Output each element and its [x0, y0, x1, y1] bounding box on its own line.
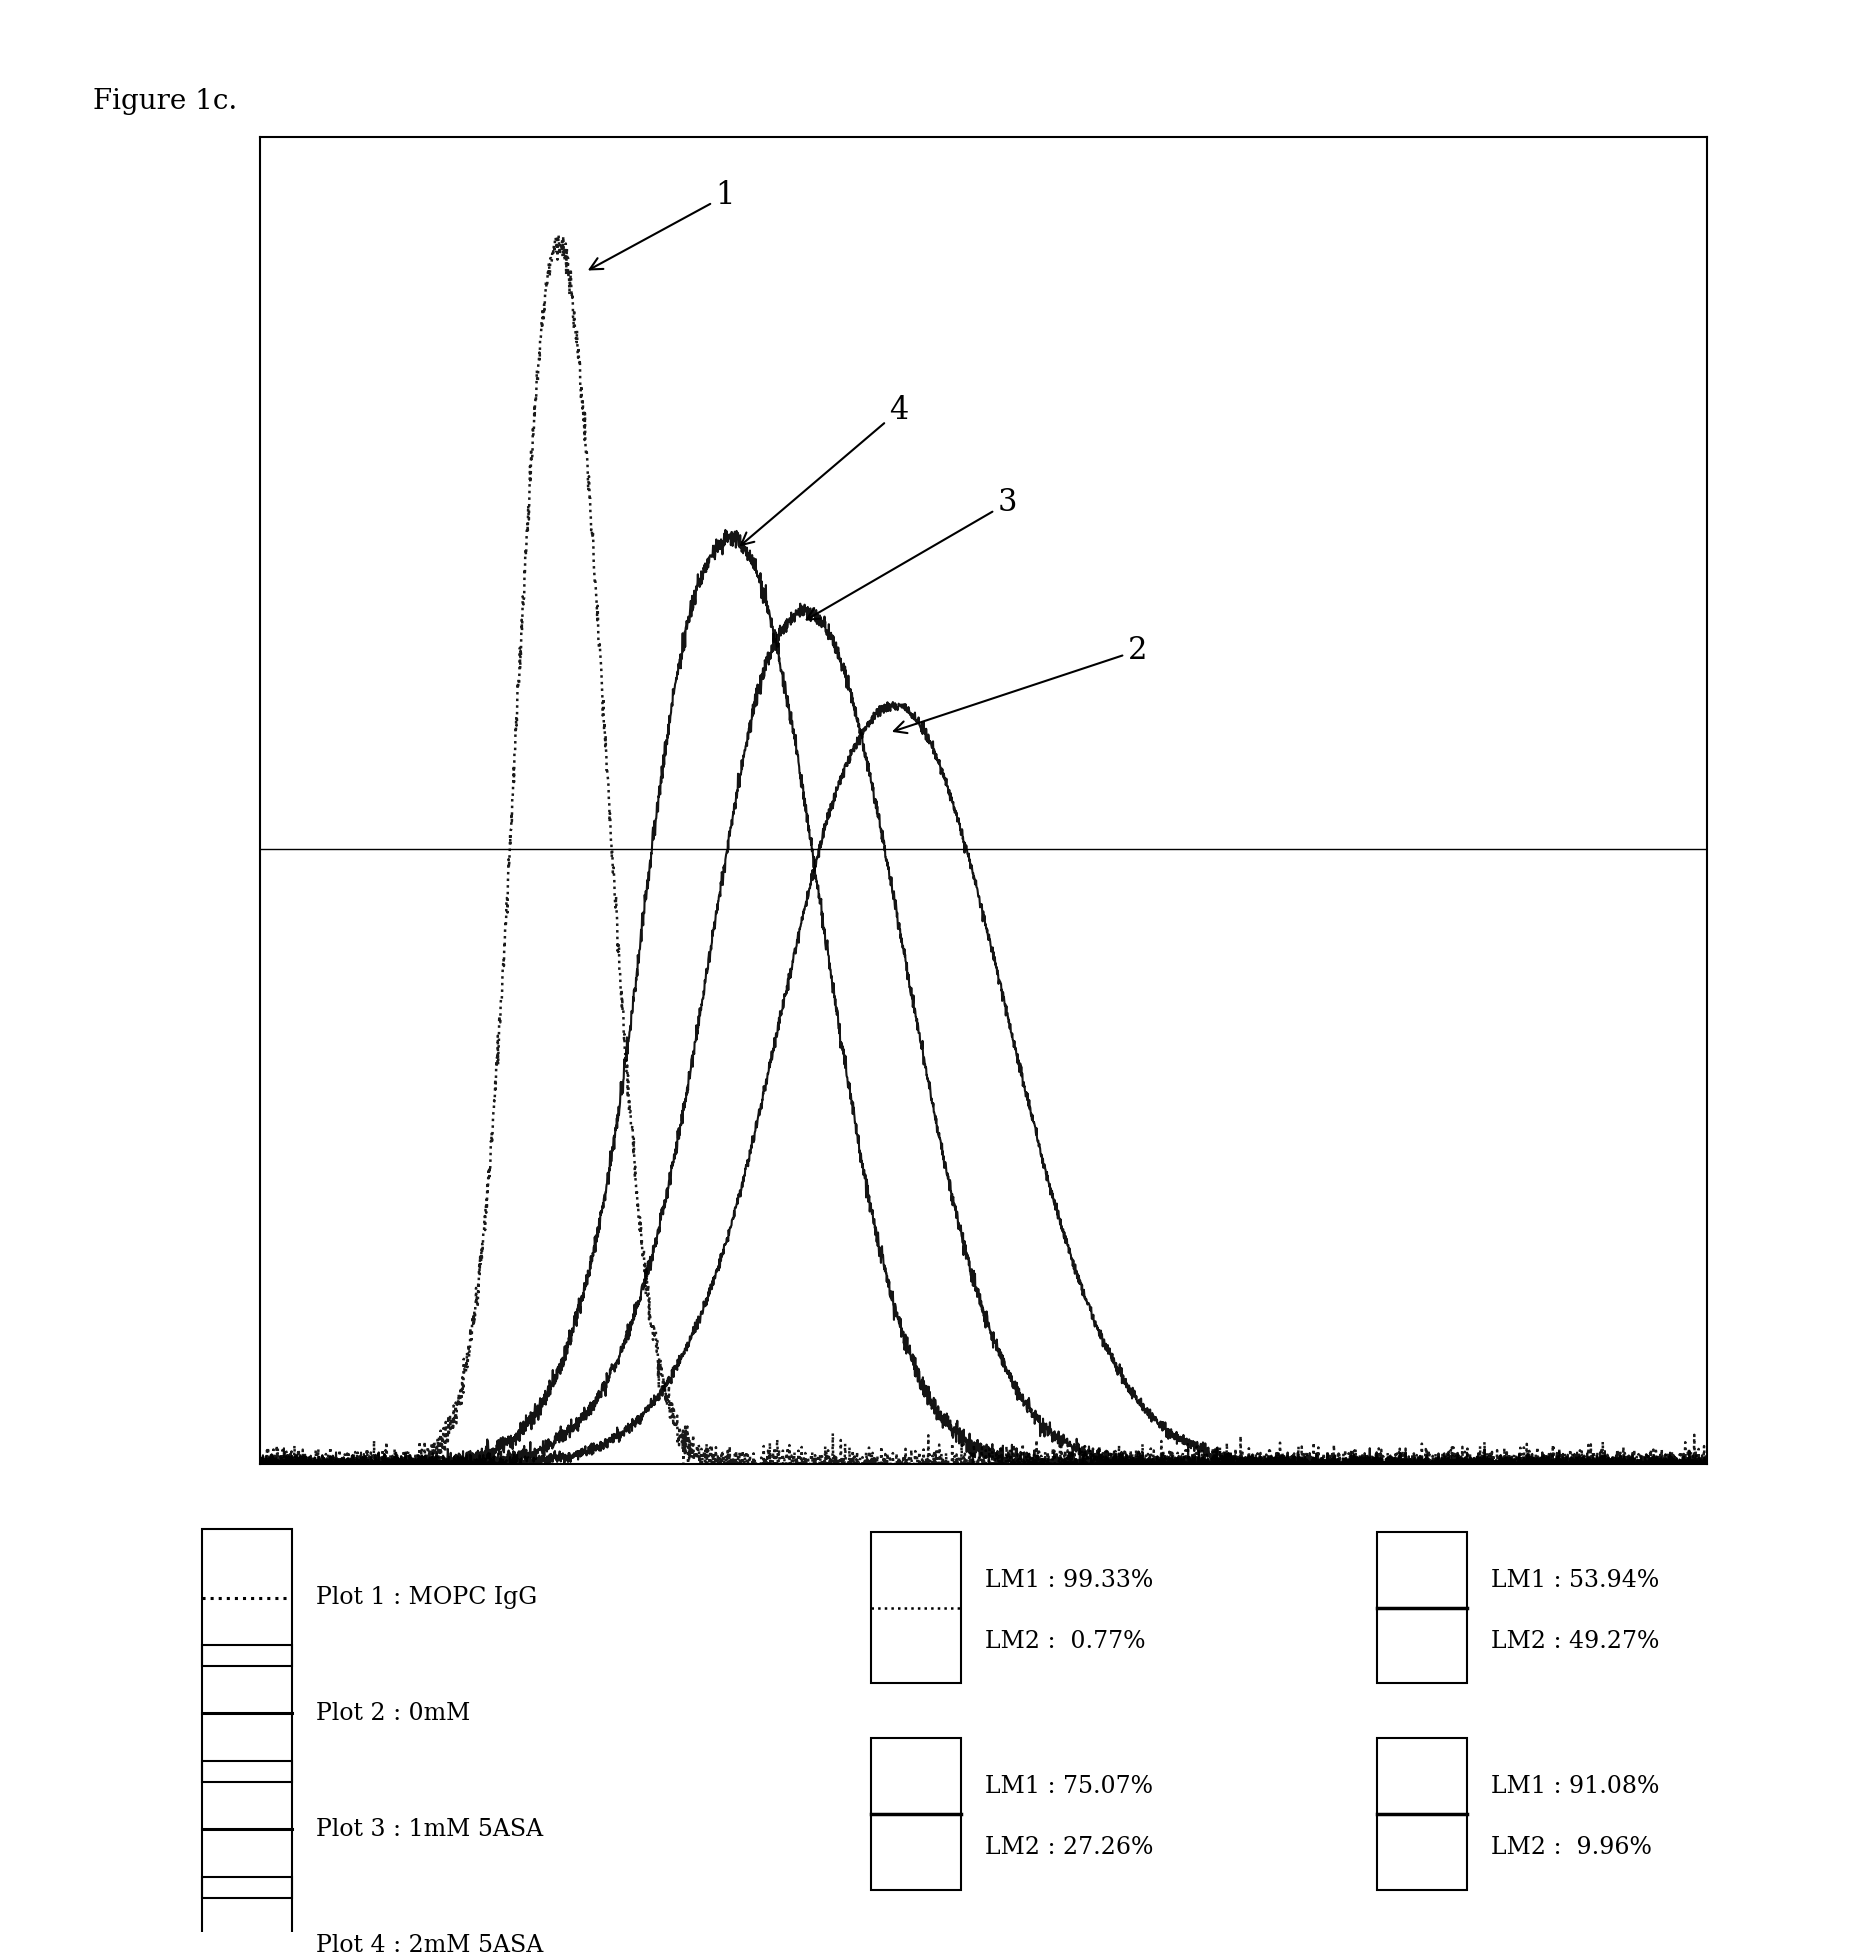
Bar [202, 1761, 291, 1897]
Bar [1376, 1532, 1467, 1683]
Text: LM2 : 49.27%: LM2 : 49.27% [1491, 1630, 1660, 1653]
Text: 3: 3 [807, 488, 1017, 619]
Bar [872, 1739, 961, 1890]
Text: LM1 : 53.94%: LM1 : 53.94% [1491, 1569, 1660, 1593]
Text: 2: 2 [894, 634, 1148, 734]
Text: Plot 4 : 2mM 5ASA: Plot 4 : 2mM 5ASA [315, 1934, 544, 1952]
Text: LM1 : 91.08%: LM1 : 91.08% [1491, 1774, 1660, 1798]
Text: 4: 4 [740, 396, 909, 545]
Bar [202, 1876, 291, 1952]
Text: LM2 : 27.26%: LM2 : 27.26% [985, 1835, 1154, 1858]
Bar [872, 1532, 961, 1683]
Text: LM1 : 99.33%: LM1 : 99.33% [985, 1569, 1154, 1593]
Text: Figure 1c.: Figure 1c. [93, 88, 237, 115]
Text: Plot 3 : 1mM 5ASA: Plot 3 : 1mM 5ASA [315, 1817, 544, 1841]
Text: LM1 : 75.07%: LM1 : 75.07% [985, 1774, 1154, 1798]
Text: 1: 1 [590, 180, 735, 269]
Text: LM2 :  0.77%: LM2 : 0.77% [985, 1630, 1146, 1653]
Bar [1376, 1739, 1467, 1890]
Text: LM2 :  9.96%: LM2 : 9.96% [1491, 1835, 1653, 1858]
Bar [202, 1646, 291, 1782]
Text: Plot 1 : MOPC IgG: Plot 1 : MOPC IgG [315, 1587, 538, 1608]
Text: Plot 2 : 0mM: Plot 2 : 0mM [315, 1702, 471, 1726]
Bar [202, 1528, 291, 1667]
